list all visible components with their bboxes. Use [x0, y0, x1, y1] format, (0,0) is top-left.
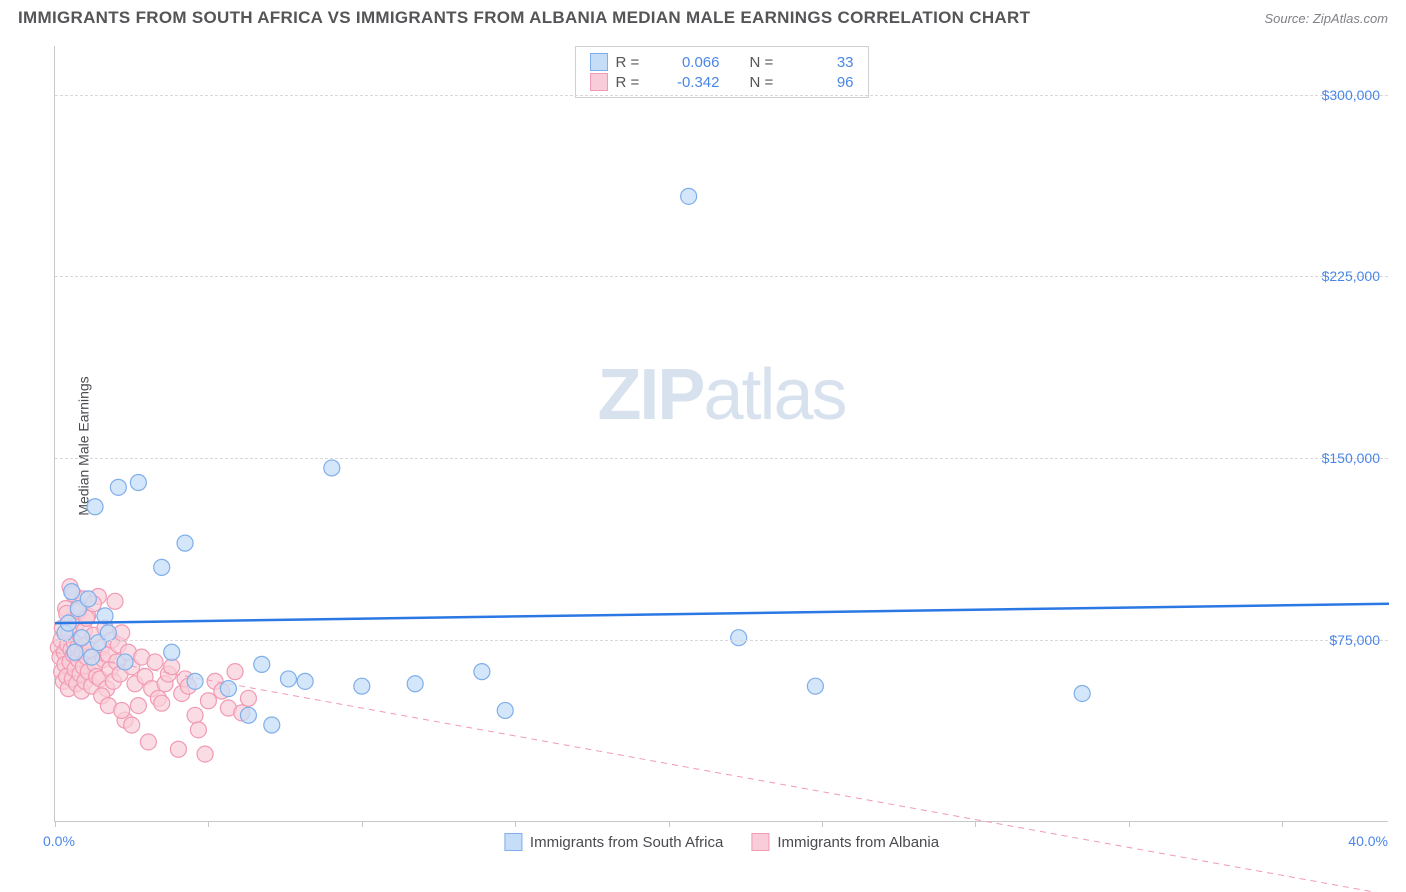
- x-axis-max: 40.0%: [1348, 833, 1388, 849]
- scatter-point: [177, 535, 193, 551]
- scatter-point: [114, 702, 130, 718]
- swatch-pink-icon: [590, 73, 608, 91]
- r-label: R =: [616, 54, 648, 71]
- series-legend: Immigrants from South Africa Immigrants …: [504, 833, 939, 851]
- n-label: N =: [750, 54, 782, 71]
- scatter-point: [164, 644, 180, 660]
- r-label: R =: [616, 74, 648, 91]
- scatter-point: [254, 656, 270, 672]
- y-tick-label: $225,000: [1322, 268, 1380, 284]
- correlation-legend: R = 0.066 N = 33 R = -0.342 N = 96: [575, 46, 869, 98]
- x-tick: [208, 821, 209, 827]
- scatter-point: [497, 702, 513, 718]
- scatter-point: [1074, 685, 1090, 701]
- scatter-point: [474, 664, 490, 680]
- n-label: N =: [750, 74, 782, 91]
- scatter-point: [154, 559, 170, 575]
- scatter-point: [87, 499, 103, 515]
- scatter-point: [64, 584, 80, 600]
- y-tick-label: $300,000: [1322, 87, 1380, 103]
- x-tick: [975, 821, 976, 827]
- scatter-point: [80, 591, 96, 607]
- legend-item-blue: Immigrants from South Africa: [504, 833, 723, 851]
- scatter-point: [354, 678, 370, 694]
- x-tick: [1129, 821, 1130, 827]
- scatter-point: [84, 649, 100, 665]
- scatter-point: [280, 671, 296, 687]
- scatter-point: [170, 741, 186, 757]
- scatter-point: [240, 690, 256, 706]
- scatter-point: [190, 722, 206, 738]
- scatter-point: [67, 644, 83, 660]
- scatter-point: [187, 673, 203, 689]
- x-tick: [55, 821, 56, 827]
- scatter-point: [124, 717, 140, 733]
- blue-r-value: 0.066: [656, 54, 720, 71]
- pink-n-value: 96: [790, 74, 854, 91]
- scatter-point: [731, 630, 747, 646]
- scatter-point: [130, 475, 146, 491]
- trend-line: [55, 652, 1389, 892]
- swatch-blue-icon: [504, 833, 522, 851]
- scatter-point: [324, 460, 340, 476]
- x-tick: [362, 821, 363, 827]
- chart-source: Source: ZipAtlas.com: [1264, 11, 1388, 26]
- scatter-point: [154, 695, 170, 711]
- legend-row-pink: R = -0.342 N = 96: [590, 72, 854, 92]
- y-tick-label: $75,000: [1329, 632, 1380, 648]
- gridline: [55, 95, 1388, 96]
- scatter-point: [107, 593, 123, 609]
- swatch-blue-icon: [590, 53, 608, 71]
- legend-row-blue: R = 0.066 N = 33: [590, 52, 854, 72]
- scatter-point: [187, 707, 203, 723]
- scatter-point: [130, 698, 146, 714]
- scatter-point: [681, 188, 697, 204]
- scatter-point: [140, 734, 156, 750]
- scatter-point: [264, 717, 280, 733]
- scatter-point: [197, 746, 213, 762]
- chart-plot-area: ZIPatlas R = 0.066 N = 33 R = -0.342 N =…: [54, 46, 1388, 822]
- y-tick-label: $150,000: [1322, 450, 1380, 466]
- swatch-pink-icon: [751, 833, 769, 851]
- scatter-point: [200, 693, 216, 709]
- scatter-point: [297, 673, 313, 689]
- scatter-point: [240, 707, 256, 723]
- scatter-point: [807, 678, 823, 694]
- scatter-point: [220, 681, 236, 697]
- scatter-point: [117, 654, 133, 670]
- blue-series-label: Immigrants from South Africa: [530, 834, 723, 851]
- scatter-point: [74, 630, 90, 646]
- pink-series-label: Immigrants from Albania: [777, 834, 939, 851]
- scatter-point: [227, 664, 243, 680]
- gridline: [55, 276, 1388, 277]
- x-axis-min: 0.0%: [43, 833, 75, 849]
- scatter-point: [147, 654, 163, 670]
- scatter-point: [100, 625, 116, 641]
- x-tick: [822, 821, 823, 827]
- x-tick: [515, 821, 516, 827]
- scatter-point: [110, 479, 126, 495]
- trend-line: [55, 604, 1389, 623]
- gridline: [55, 458, 1388, 459]
- x-tick: [1282, 821, 1283, 827]
- blue-n-value: 33: [790, 54, 854, 71]
- chart-title: IMMIGRANTS FROM SOUTH AFRICA VS IMMIGRAN…: [18, 8, 1030, 28]
- scatter-point: [407, 676, 423, 692]
- x-tick: [669, 821, 670, 827]
- pink-r-value: -0.342: [656, 74, 720, 91]
- gridline: [55, 640, 1388, 641]
- scatter-plot-svg: [55, 46, 1388, 821]
- legend-item-pink: Immigrants from Albania: [751, 833, 939, 851]
